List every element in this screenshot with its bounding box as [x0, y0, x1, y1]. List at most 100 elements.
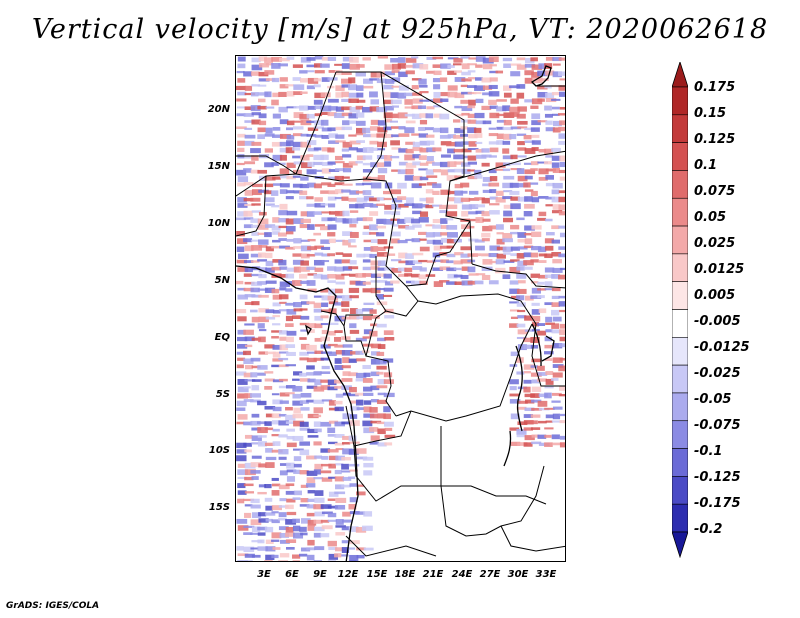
velocity-cell — [342, 476, 352, 481]
velocity-cell — [559, 435, 565, 440]
velocity-cell — [293, 169, 302, 175]
velocity-cell — [551, 147, 561, 152]
velocity-cell — [516, 84, 526, 89]
velocity-cell — [300, 141, 312, 148]
velocity-cell — [272, 302, 281, 307]
velocity-cell — [405, 162, 417, 168]
velocity-cell — [272, 547, 281, 550]
velocity-cell — [544, 148, 553, 155]
velocity-cell — [537, 400, 548, 407]
velocity-cell — [370, 435, 380, 441]
velocity-cell — [530, 295, 542, 299]
velocity-cell — [279, 281, 290, 287]
velocity-cell — [264, 232, 272, 238]
velocity-cell — [327, 161, 336, 165]
velocity-cell — [544, 351, 554, 355]
velocity-cell — [334, 70, 343, 76]
velocity-cell — [531, 147, 539, 152]
velocity-cell — [349, 483, 358, 487]
velocity-cell — [510, 63, 522, 66]
velocity-cell — [552, 343, 563, 349]
velocity-cell — [264, 148, 273, 153]
velocity-cell — [251, 71, 260, 76]
velocity-cell — [397, 169, 407, 175]
velocity-cell — [320, 385, 331, 390]
velocity-cell — [558, 204, 565, 211]
velocity-cell — [558, 126, 565, 132]
velocity-cell — [285, 288, 293, 292]
velocity-cell — [250, 239, 260, 242]
colorbar-box — [671, 503, 689, 533]
velocity-cell — [271, 364, 280, 368]
velocity-cell — [545, 92, 555, 99]
velocity-cell — [544, 274, 555, 279]
velocity-cell — [488, 84, 498, 90]
velocity-cell — [327, 519, 337, 522]
velocity-cell — [503, 119, 512, 126]
velocity-cell — [272, 176, 281, 180]
velocity-cell — [432, 224, 442, 229]
velocity-cell — [355, 281, 366, 286]
velocity-cell — [244, 106, 256, 110]
velocity-cell — [538, 63, 546, 70]
velocity-cell — [468, 141, 477, 147]
velocity-cell — [558, 190, 565, 194]
velocity-cell — [292, 413, 303, 419]
velocity-cell — [530, 161, 539, 166]
velocity-cell — [237, 393, 248, 399]
velocity-cell — [397, 267, 407, 272]
velocity-cell — [321, 477, 333, 482]
velocity-cell — [279, 203, 288, 210]
velocity-cell — [300, 119, 312, 126]
velocity-cell — [355, 203, 365, 209]
velocity-cell — [356, 155, 366, 161]
lon-label-6e: 6E — [285, 569, 299, 580]
velocity-cell — [264, 371, 274, 374]
velocity-cell — [411, 238, 421, 243]
velocity-cell — [369, 147, 378, 151]
velocity-cell — [313, 399, 325, 404]
velocity-cell — [328, 190, 339, 195]
velocity-cell — [405, 225, 415, 230]
velocity-cell — [565, 422, 566, 425]
velocity-cell — [327, 505, 338, 509]
velocity-cell — [475, 120, 486, 125]
velocity-cell — [503, 210, 513, 217]
velocity-cell — [516, 92, 525, 99]
velocity-cell — [293, 490, 302, 496]
velocity-cell — [447, 91, 458, 98]
velocity-cell — [299, 470, 309, 475]
velocity-cell — [306, 547, 316, 551]
velocity-cell — [496, 99, 507, 102]
velocity-cell — [271, 225, 281, 231]
velocity-cell — [356, 407, 364, 411]
velocity-cell — [537, 288, 547, 291]
velocity-cell — [278, 106, 288, 113]
velocity-cell — [363, 225, 371, 230]
velocity-cell — [468, 57, 478, 60]
velocity-cell — [251, 512, 262, 518]
velocity-cell — [405, 70, 415, 75]
velocity-cell — [279, 351, 289, 354]
velocity-cell — [341, 554, 349, 557]
velocity-cell — [307, 70, 315, 73]
velocity-cell — [300, 343, 310, 350]
velocity-cell — [348, 463, 360, 467]
velocity-cell — [565, 308, 566, 312]
velocity-cell — [356, 64, 365, 68]
velocity-cell — [236, 280, 244, 285]
velocity-cell — [271, 141, 282, 147]
velocity-cell — [264, 344, 275, 349]
velocity-cell — [552, 113, 560, 116]
velocity-cell — [474, 112, 485, 119]
velocity-cell — [446, 253, 456, 258]
velocity-cell — [293, 91, 303, 96]
velocity-cell — [327, 196, 337, 201]
velocity-cell — [293, 105, 305, 109]
velocity-cell — [299, 183, 310, 189]
map-panel — [235, 55, 566, 562]
velocity-cell — [559, 309, 565, 313]
velocity-cell — [495, 168, 504, 171]
velocity-cell — [349, 351, 360, 355]
velocity-cell — [524, 175, 533, 180]
